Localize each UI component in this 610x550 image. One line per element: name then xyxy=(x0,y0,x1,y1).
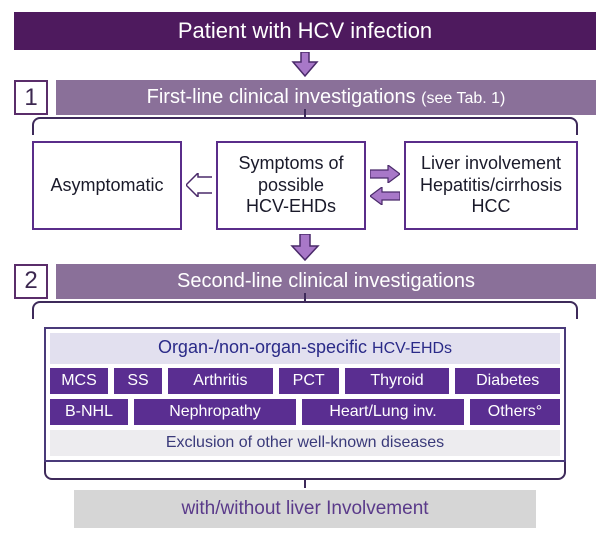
chip-pct: PCT xyxy=(279,368,339,394)
section-1-bar: First-line clinical investigations (see … xyxy=(56,80,596,115)
section-2-badge: 2 xyxy=(14,264,48,299)
organ-title-b: HCV-EHDs xyxy=(372,340,452,357)
organ-title-a: Organ-/non-organ-specific xyxy=(158,337,372,357)
triage-row: Asymptomatic Symptoms of possible HCV-EH… xyxy=(32,141,578,230)
box-symptoms-l3: HCV-EHDs xyxy=(246,196,336,218)
chip-arthritis: Arthritis xyxy=(168,368,273,394)
box-liver-l3: HCC xyxy=(472,196,511,218)
chip-ss: SS xyxy=(114,368,162,394)
arrow-left-outline xyxy=(186,141,212,230)
chip-bnhl: B-NHL xyxy=(50,399,128,425)
arrow-tri-to-s2 xyxy=(14,234,596,262)
organ-title: Organ-/non-organ-specific HCV-EHDs xyxy=(50,333,560,364)
chip-row-2: B-NHL Nephropathy Heart/Lung inv. Others… xyxy=(50,399,560,425)
arrow-right-icon xyxy=(370,165,400,183)
chip-nephropathy: Nephropathy xyxy=(134,399,296,425)
section-1-badge: 1 xyxy=(14,80,48,115)
box-liver-l1: Liver involvement xyxy=(421,153,561,175)
arrow-header-to-s1 xyxy=(14,52,596,78)
box-symptoms-l1: Symptoms of xyxy=(238,153,343,175)
organ-panel: Organ-/non-organ-specific HCV-EHDs MCS S… xyxy=(44,327,566,462)
box-symptoms: Symptoms of possible HCV-EHDs xyxy=(216,141,366,230)
box-liver: Liver involvement Hepatitis/cirrhosis HC… xyxy=(404,141,578,230)
chip-diabetes: Diabetes xyxy=(455,368,560,394)
arrow-bidir xyxy=(370,141,400,230)
bracket-bottom xyxy=(44,462,566,480)
section-2-bar: Second-line clinical investigations xyxy=(56,264,596,299)
chip-row-1: MCS SS Arthritis PCT Thyroid Diabetes xyxy=(50,368,560,394)
section-1-label-main: First-line clinical investigations xyxy=(147,86,422,108)
arrow-left-icon xyxy=(370,187,400,205)
box-symptoms-l2: possible xyxy=(258,175,324,197)
chip-heartlung: Heart/Lung inv. xyxy=(302,399,464,425)
chip-thyroid: Thyroid xyxy=(345,368,450,394)
bracket-top-s1 xyxy=(32,117,578,135)
box-liver-l2: Hepatitis/cirrhosis xyxy=(420,175,562,197)
section-1-label-sub: (see Tab. 1) xyxy=(421,90,505,107)
exclusion-bar: Exclusion of other well-known diseases xyxy=(50,430,560,456)
bracket-top-s2 xyxy=(32,301,578,319)
chip-others: Others° xyxy=(470,399,560,425)
header-bar: Patient with HCV infection xyxy=(14,12,596,50)
box-asymptomatic: Asymptomatic xyxy=(32,141,182,230)
final-bar: with/without liver Involvement xyxy=(74,490,536,528)
chip-mcs: MCS xyxy=(50,368,108,394)
